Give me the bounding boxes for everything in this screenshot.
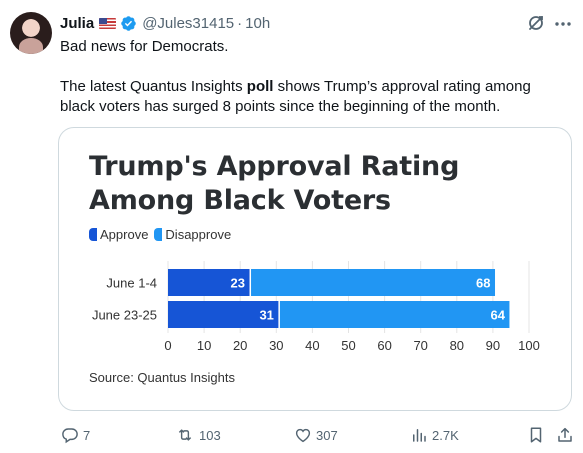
like-button[interactable]: 307 bbox=[294, 424, 338, 446]
verified-badge-icon[interactable] bbox=[120, 15, 137, 32]
reply-button[interactable]: 7 bbox=[61, 424, 90, 446]
x-tick-label: 70 bbox=[413, 338, 427, 353]
bookmark-icon bbox=[530, 427, 542, 443]
legend-item-approve: Approve bbox=[89, 227, 148, 242]
timestamp[interactable]: 10h bbox=[245, 14, 271, 32]
author-name[interactable]: Julia bbox=[60, 14, 95, 32]
legend-label-disapprove: Disapprove bbox=[165, 227, 232, 242]
tweet-actions: 7 103 307 2.7K bbox=[0, 424, 583, 446]
x-tick-label: 20 bbox=[233, 338, 247, 353]
legend-item-disapprove: Disapprove bbox=[154, 227, 231, 242]
avatar[interactable] bbox=[10, 12, 52, 54]
data-label: 68 bbox=[476, 276, 490, 291]
x-tick-label: 0 bbox=[164, 338, 171, 353]
views-icon bbox=[413, 429, 426, 442]
bar-disapprove bbox=[251, 269, 496, 296]
category-label: June 23-25 bbox=[92, 308, 157, 323]
views-button[interactable]: 2.7K bbox=[410, 424, 459, 446]
heart-icon bbox=[295, 428, 311, 443]
us-flag-icon bbox=[99, 17, 117, 29]
data-label: 23 bbox=[231, 276, 245, 291]
legend-swatch-approve bbox=[89, 228, 97, 241]
x-tick-label: 60 bbox=[377, 338, 391, 353]
bookmark-button[interactable] bbox=[528, 424, 548, 446]
chart-legend: Approve Disapprove bbox=[89, 227, 237, 242]
chart-image[interactable]: Trump's Approval Rating Among Black Vote… bbox=[58, 127, 572, 411]
repost-icon bbox=[178, 429, 192, 441]
share-button[interactable] bbox=[556, 424, 578, 446]
x-tick-label: 10 bbox=[197, 338, 211, 353]
chart-title: Trump's Approval Rating Among Black Vote… bbox=[89, 151, 460, 216]
reply-count: 7 bbox=[83, 427, 91, 443]
category-label: June 1-4 bbox=[106, 276, 157, 291]
tweet-text-line3: black voters has surged 8 points since t… bbox=[60, 98, 501, 115]
x-tick-label: 40 bbox=[305, 338, 319, 353]
data-label: 64 bbox=[490, 308, 505, 323]
author-handle[interactable]: @Jules31415 bbox=[142, 14, 235, 32]
tweet-text-line2: The latest Quantus Insights poll shows T… bbox=[60, 77, 531, 97]
like-count: 307 bbox=[316, 427, 338, 443]
chart-source: Source: Quantus Insights bbox=[89, 370, 235, 385]
grok-icon[interactable] bbox=[527, 14, 545, 32]
x-tick-label: 100 bbox=[518, 338, 540, 353]
tweet-text-pre: The latest Quantus Insights bbox=[60, 78, 247, 95]
repost-button[interactable]: 103 bbox=[175, 424, 221, 446]
share-icon bbox=[558, 427, 572, 442]
legend-label-approve: Approve bbox=[100, 227, 149, 242]
legend-swatch-disapprove bbox=[154, 228, 163, 241]
x-tick-label: 90 bbox=[486, 338, 500, 353]
x-tick-label: 50 bbox=[341, 338, 355, 353]
chart-plot: 0 10 20 30 40 50 60 70 80 90 100 June 1-4 23 68 June 2… bbox=[92, 261, 540, 353]
views-count: 2.7K bbox=[432, 427, 459, 443]
repost-count: 103 bbox=[199, 427, 221, 443]
bar-disapprove bbox=[279, 301, 510, 328]
tweet-text-line1: Bad news for Democrats. bbox=[60, 38, 229, 55]
tweet-text-bold: poll bbox=[246, 78, 274, 95]
reply-icon bbox=[62, 428, 78, 444]
tweet-text-post: shows Trump’s approval rating among bbox=[273, 78, 531, 95]
bar-approve bbox=[168, 269, 250, 296]
separator-dot: · bbox=[237, 14, 243, 32]
tweet-header: Julia @Jules31415 · 10h bbox=[60, 13, 270, 33]
bar-approve bbox=[168, 301, 279, 328]
x-tick-label: 80 bbox=[450, 338, 464, 353]
data-label: 31 bbox=[259, 308, 273, 323]
x-tick-label: 30 bbox=[269, 338, 283, 353]
more-options-icon[interactable] bbox=[551, 12, 575, 34]
